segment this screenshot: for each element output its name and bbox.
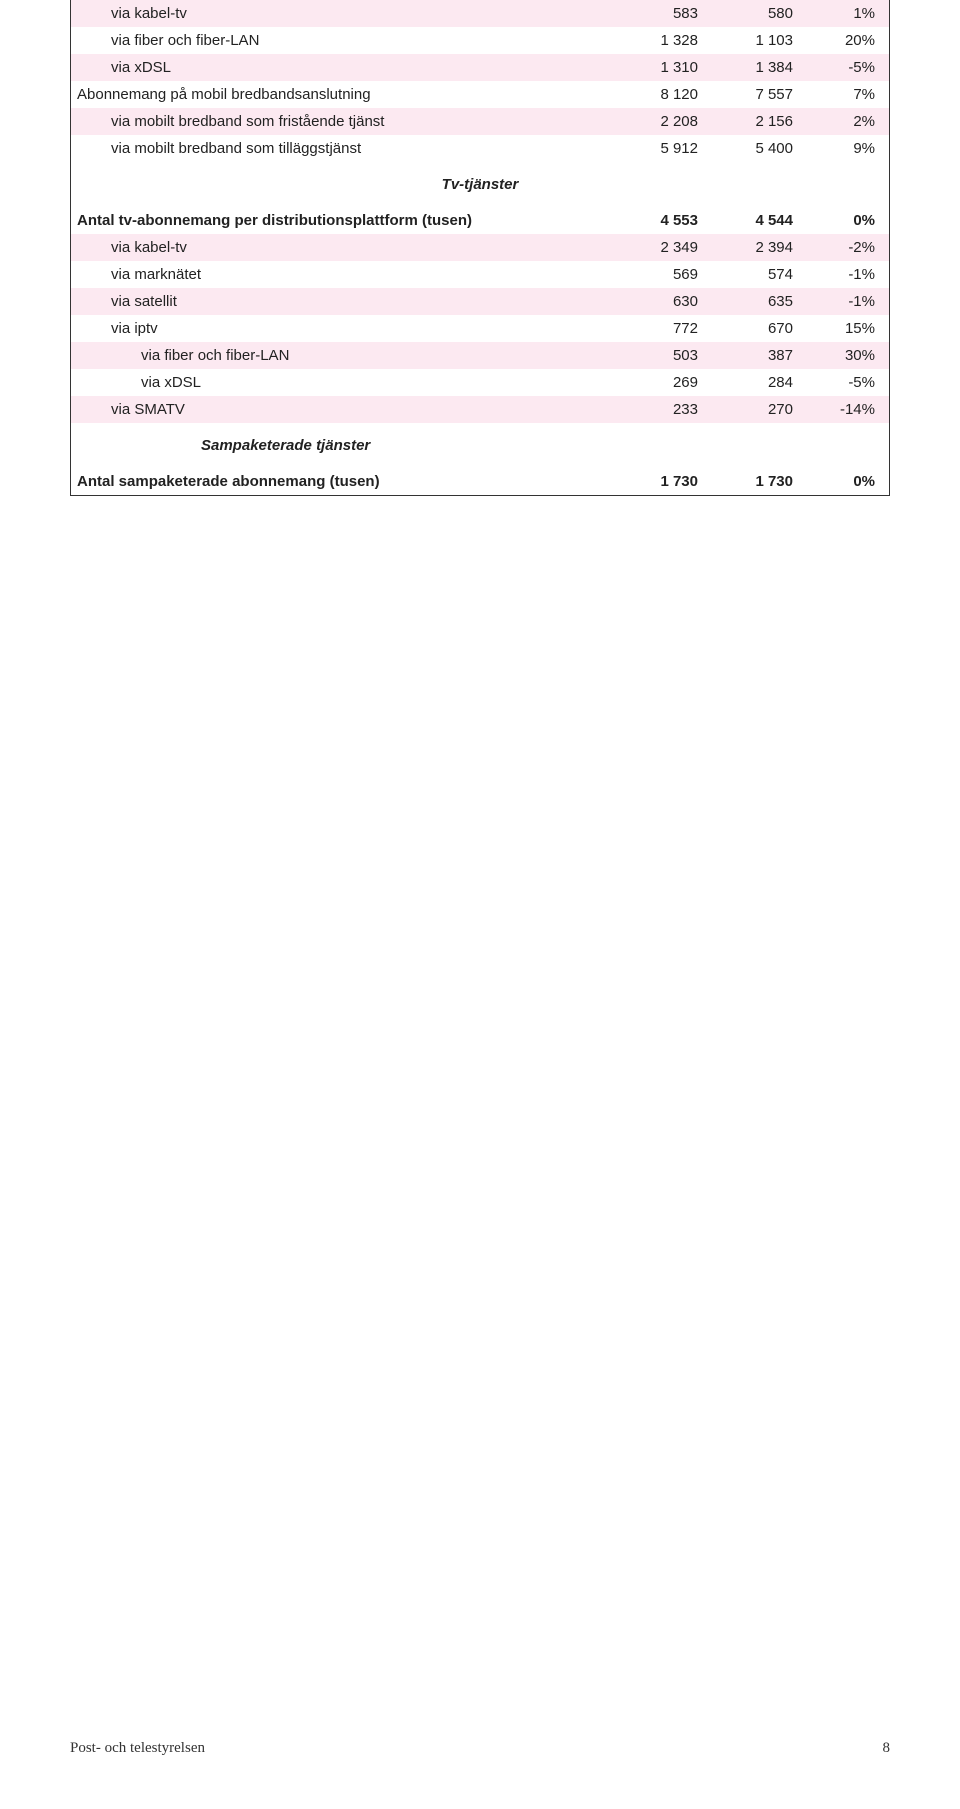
table-row: via iptv77267015% (71, 315, 889, 342)
table-row: via kabel-tv2 3492 394-2% (71, 234, 889, 261)
row-pct: -1% (799, 261, 889, 288)
table-row: Antal tv-abonnemang per distributionspla… (71, 207, 889, 234)
row-label: via xDSL (71, 54, 609, 81)
row-value-1: 772 (609, 315, 704, 342)
row-value-2: 284 (704, 369, 799, 396)
row-label: Antal tv-abonnemang per distributionspla… (71, 207, 609, 234)
section-heading: Sampaketerade tjänster (71, 423, 889, 468)
footer-page-number: 8 (883, 1740, 891, 1757)
table-row: via xDSL1 3101 384-5% (71, 54, 889, 81)
row-label: Abonnemang på mobil bredbandsanslutning (71, 81, 609, 108)
row-value-1: 1 328 (609, 27, 704, 54)
row-label: Antal sampaketerade abonnemang (tusen) (71, 468, 609, 495)
row-pct: -14% (799, 396, 889, 423)
row-pct: 15% (799, 315, 889, 342)
row-pct: 9% (799, 135, 889, 162)
row-value-2: 2 156 (704, 108, 799, 135)
table-row: via xDSL269284-5% (71, 369, 889, 396)
row-label: via iptv (71, 315, 609, 342)
row-value-1: 569 (609, 261, 704, 288)
data-table: via kabel-tv5835801%via fiber och fiber-… (71, 0, 889, 495)
row-value-2: 1 730 (704, 468, 799, 495)
table-row: via kabel-tv5835801% (71, 0, 889, 27)
row-value-1: 503 (609, 342, 704, 369)
row-label: via satellit (71, 288, 609, 315)
row-value-1: 5 912 (609, 135, 704, 162)
table-row: via fiber och fiber-LAN1 3281 10320% (71, 27, 889, 54)
row-pct: 0% (799, 468, 889, 495)
row-label: via fiber och fiber-LAN (71, 27, 609, 54)
table-row: via marknätet569574-1% (71, 261, 889, 288)
footer-left: Post- och telestyrelsen (70, 1740, 205, 1757)
table-row: via mobilt bredband som tilläggstjänst5 … (71, 135, 889, 162)
row-label: via SMATV (71, 396, 609, 423)
page-footer: Post- och telestyrelsen 8 (70, 1740, 890, 1757)
row-value-2: 7 557 (704, 81, 799, 108)
section-heading: Tv-tjänster (71, 162, 889, 207)
page: via kabel-tv5835801%via fiber och fiber-… (0, 0, 960, 1809)
row-value-2: 635 (704, 288, 799, 315)
row-value-2: 4 544 (704, 207, 799, 234)
row-value-2: 1 384 (704, 54, 799, 81)
row-label: via mobilt bredband som fristående tjäns… (71, 108, 609, 135)
row-value-2: 580 (704, 0, 799, 27)
row-value-2: 2 394 (704, 234, 799, 261)
row-label: via mobilt bredband som tilläggstjänst (71, 135, 609, 162)
row-pct: 30% (799, 342, 889, 369)
row-label: via kabel-tv (71, 0, 609, 27)
row-value-2: 387 (704, 342, 799, 369)
row-label: via kabel-tv (71, 234, 609, 261)
row-value-1: 8 120 (609, 81, 704, 108)
row-value-1: 1 310 (609, 54, 704, 81)
row-label: via fiber och fiber-LAN (71, 342, 609, 369)
table-row: via fiber och fiber-LAN50338730% (71, 342, 889, 369)
row-value-1: 1 730 (609, 468, 704, 495)
row-value-2: 5 400 (704, 135, 799, 162)
table-row: Sampaketerade tjänster (71, 423, 889, 468)
table-row: Abonnemang på mobil bredbandsanslutning8… (71, 81, 889, 108)
row-value-2: 1 103 (704, 27, 799, 54)
row-pct: -2% (799, 234, 889, 261)
row-pct: -1% (799, 288, 889, 315)
row-value-1: 630 (609, 288, 704, 315)
row-pct: 2% (799, 108, 889, 135)
row-label: via marknätet (71, 261, 609, 288)
row-value-1: 2 349 (609, 234, 704, 261)
row-value-1: 4 553 (609, 207, 704, 234)
row-pct: 20% (799, 27, 889, 54)
row-label: via xDSL (71, 369, 609, 396)
row-pct: -5% (799, 54, 889, 81)
row-value-2: 270 (704, 396, 799, 423)
row-pct: 1% (799, 0, 889, 27)
row-value-1: 2 208 (609, 108, 704, 135)
table-container: via kabel-tv5835801%via fiber och fiber-… (70, 0, 890, 496)
table-row: Tv-tjänster (71, 162, 889, 207)
row-pct: 7% (799, 81, 889, 108)
row-value-1: 583 (609, 0, 704, 27)
row-pct: 0% (799, 207, 889, 234)
table-row: via SMATV233270-14% (71, 396, 889, 423)
table-row: via mobilt bredband som fristående tjäns… (71, 108, 889, 135)
row-pct: -5% (799, 369, 889, 396)
row-value-2: 574 (704, 261, 799, 288)
row-value-1: 233 (609, 396, 704, 423)
table-row: Antal sampaketerade abonnemang (tusen)1 … (71, 468, 889, 495)
row-value-2: 670 (704, 315, 799, 342)
table-row: via satellit630635-1% (71, 288, 889, 315)
row-value-1: 269 (609, 369, 704, 396)
